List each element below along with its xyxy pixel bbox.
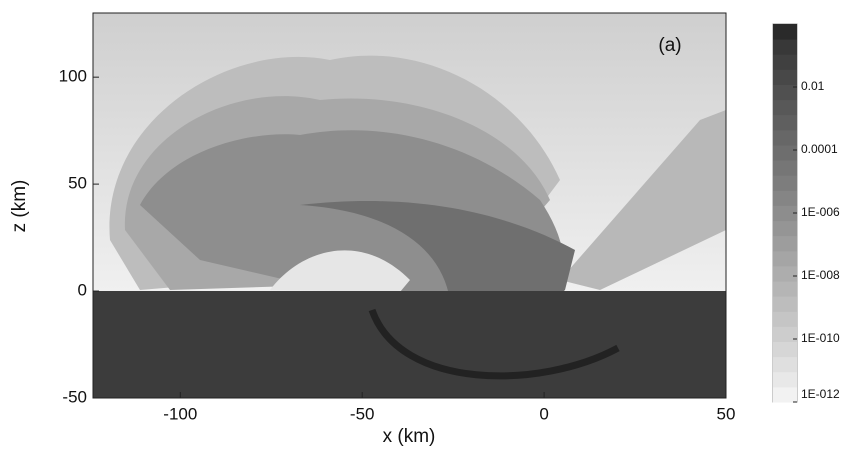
- colorbar-segment: [773, 296, 797, 312]
- colorbar-segment: [773, 129, 797, 146]
- colorbar-tick-label: 1E-006: [801, 205, 840, 219]
- ground: [93, 291, 726, 398]
- colorbar-segment: [773, 326, 797, 343]
- colorbar-segment: [773, 144, 797, 161]
- x-tick-label: -100: [163, 404, 197, 423]
- crater-arc: [368, 308, 620, 380]
- bright-region: [270, 250, 410, 292]
- colorbar-segment: [773, 24, 797, 40]
- y-axis-label: z (km): [9, 180, 30, 233]
- colorbar-segment: [773, 341, 797, 358]
- colorbar-segment: [773, 160, 797, 176]
- colorbar-tick-label: 1E-012: [801, 387, 840, 401]
- colorbar-segment: [773, 220, 797, 237]
- x-axis-label: x (km): [383, 426, 436, 447]
- colorbar-segment: [773, 114, 797, 131]
- colorbar-segment: [773, 99, 797, 116]
- colorbar-segment: [773, 250, 797, 267]
- y-tick-label: 50: [68, 174, 87, 193]
- colorbar-segment: [773, 235, 797, 252]
- x-tick-label: 50: [717, 404, 736, 423]
- colorbar-segment: [773, 356, 797, 373]
- colorbar-segment: [773, 281, 797, 297]
- jet: [560, 110, 726, 290]
- colorbar-segment: [773, 265, 797, 282]
- colorbar-segment: [773, 205, 797, 222]
- colorbar-segment: [773, 386, 797, 403]
- colorbar-tick-label: 0.01: [801, 79, 825, 93]
- colorbar-segment: [773, 39, 797, 55]
- colorbar-segment: [773, 69, 797, 85]
- x-tick-label: 0: [539, 404, 548, 423]
- y-tick-label: 100: [59, 67, 87, 86]
- colorbar-tick-label: 1E-008: [801, 268, 840, 282]
- colorbar-tick-label: 0.0001: [801, 142, 838, 156]
- x-tick-label: -50: [350, 404, 375, 423]
- y-tick-label: 0: [78, 281, 87, 300]
- colorbar-segment: [773, 54, 797, 70]
- panel-label: (a): [658, 35, 681, 56]
- colorbar-segment: [773, 371, 797, 388]
- field: [93, 13, 726, 398]
- colorbar-tick-label: 1E-010: [801, 331, 840, 345]
- plot-frame: [92, 12, 727, 399]
- colorbar-segment: [773, 84, 797, 101]
- colorbar-segment: [773, 175, 797, 191]
- colorbar-segment: [773, 311, 797, 327]
- y-tick-label: -50: [62, 387, 87, 406]
- colorbar-segment: [773, 190, 797, 206]
